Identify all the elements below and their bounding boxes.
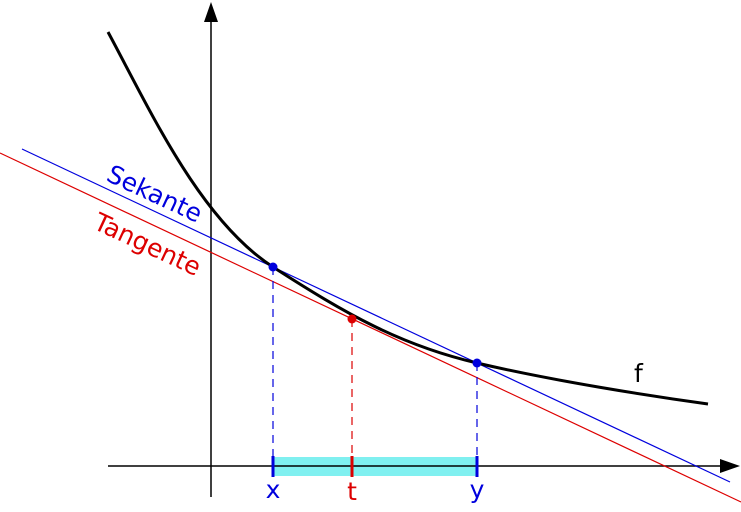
x-label: x: [266, 475, 281, 504]
function-label: f: [634, 359, 644, 388]
function-curve: [106, 31, 709, 406]
point-t: [347, 314, 357, 324]
point-x: [268, 262, 278, 272]
t-label: t: [347, 477, 357, 506]
y-axis-arrow: [204, 2, 218, 22]
x-axis-arrow: [720, 459, 740, 473]
point-y: [472, 358, 482, 368]
secant-line: [21, 148, 731, 483]
tangent-line: [0, 152, 741, 503]
y-label: y: [470, 475, 485, 504]
